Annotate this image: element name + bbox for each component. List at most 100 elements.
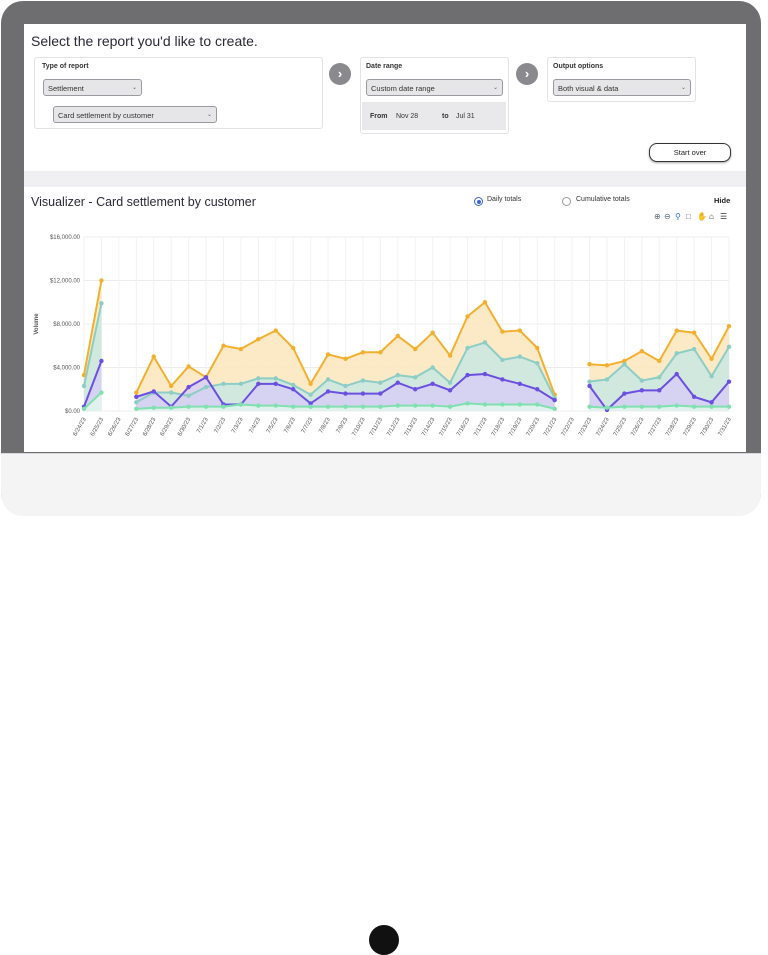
- data-point: [674, 371, 679, 377]
- x-tick-label: 7/1/23: [196, 416, 210, 434]
- report-subtype-select[interactable]: Card settlement by customer ⌄: [53, 106, 217, 123]
- series-line: [83, 280, 103, 376]
- series-line: [83, 303, 103, 387]
- from-date-input[interactable]: Nov 28: [396, 113, 419, 120]
- pan-icon[interactable]: ✋: [697, 212, 707, 221]
- data-point: [256, 381, 261, 387]
- data-point: [343, 391, 348, 396]
- x-tick-label: 6/29/23: [160, 416, 176, 437]
- data-point: [256, 376, 261, 381]
- data-point: [273, 328, 278, 333]
- data-point: [151, 389, 156, 394]
- chevron-down-icon: ⌄: [131, 85, 137, 91]
- x-tick-label: 6/28/23: [142, 416, 158, 437]
- x-tick-label: 7/4/23: [249, 416, 263, 434]
- data-point: [221, 404, 226, 409]
- data-point: [99, 390, 104, 395]
- data-point: [238, 346, 244, 352]
- data-point: [378, 404, 383, 409]
- data-point: [413, 375, 418, 380]
- date-range-value: Custom date range: [371, 84, 435, 93]
- data-point: [447, 380, 453, 385]
- series-line: [83, 391, 103, 410]
- x-tick-label: 7/16/23: [456, 416, 472, 437]
- x-tick-label: 7/27/23: [648, 416, 664, 437]
- to-date-input[interactable]: Jul 31: [456, 113, 475, 120]
- x-tick-label: 7/11/23: [369, 416, 384, 437]
- data-point: [168, 390, 174, 395]
- data-point: [535, 360, 540, 366]
- series-line: [83, 360, 103, 408]
- data-point: [186, 384, 191, 390]
- date-range-select[interactable]: Custom date range ⌄: [366, 79, 503, 96]
- selection-icon[interactable]: □: [686, 212, 691, 221]
- report-type-select[interactable]: Settlement ⌄: [43, 79, 142, 96]
- home-icon[interactable]: ⌂: [709, 212, 714, 221]
- data-point: [325, 404, 331, 409]
- data-point: [726, 379, 732, 384]
- data-point: [221, 381, 226, 387]
- menu-icon[interactable]: ☰: [720, 212, 728, 221]
- data-point: [413, 403, 418, 408]
- data-point: [430, 403, 435, 408]
- data-point: [447, 404, 453, 409]
- data-point: [81, 406, 87, 412]
- data-point: [81, 383, 87, 389]
- data-point: [395, 380, 400, 385]
- home-button[interactable]: [369, 925, 399, 955]
- data-point: [552, 397, 557, 403]
- data-point: [203, 404, 209, 409]
- data-point: [343, 356, 348, 361]
- x-tick-label: 7/8/23: [318, 416, 332, 434]
- data-point: [256, 403, 261, 408]
- hide-chart-button[interactable]: Hide: [714, 196, 731, 205]
- daily-totals-radio[interactable]: [474, 197, 483, 206]
- data-point: [500, 402, 505, 407]
- output-options-select[interactable]: Both visual & data ⌄: [553, 79, 691, 96]
- device-bezel: [1, 453, 761, 955]
- data-point: [639, 388, 645, 393]
- report-type-panel: Type of report Settlement ⌄ Card settlem…: [34, 57, 323, 129]
- data-point: [186, 393, 191, 398]
- data-point: [308, 381, 313, 387]
- data-point: [535, 387, 540, 392]
- data-point: [709, 356, 714, 361]
- data-point: [587, 379, 592, 384]
- magnifier-icon[interactable]: ⚲: [675, 212, 681, 221]
- data-point: [395, 372, 400, 378]
- data-point: [465, 345, 470, 351]
- from-label: From: [370, 113, 388, 120]
- chart-toolbar: ⊕ ⊖ ⚲ □ ✋ ⌂ ☰: [654, 212, 734, 222]
- x-tick-label: 7/12/23: [386, 416, 402, 437]
- next-step-icon: ›: [516, 63, 538, 85]
- x-tick-label: 7/10/23: [351, 416, 367, 437]
- zoom-in-icon[interactable]: ⊕: [654, 212, 661, 221]
- data-point: [413, 387, 418, 392]
- data-point: [639, 378, 645, 383]
- data-point: [99, 301, 104, 306]
- data-point: [517, 328, 523, 333]
- y-tick-label: $8,000.00: [53, 322, 80, 328]
- report-type-value: Settlement: [48, 84, 84, 93]
- cumulative-totals-radio[interactable]: [562, 197, 571, 206]
- data-point: [151, 405, 156, 410]
- zoom-out-icon[interactable]: ⊖: [664, 212, 671, 221]
- data-point: [378, 391, 383, 396]
- data-point: [168, 405, 174, 410]
- data-point: [517, 402, 523, 407]
- data-point: [674, 403, 679, 408]
- x-tick-label: 6/27/23: [125, 416, 141, 437]
- x-tick-label: 7/5/23: [266, 416, 280, 434]
- data-point: [604, 363, 610, 368]
- start-over-button[interactable]: Start over: [649, 143, 731, 162]
- data-point: [430, 365, 435, 370]
- data-point: [657, 388, 662, 393]
- data-point: [134, 400, 139, 405]
- data-point: [395, 333, 400, 339]
- data-point: [691, 346, 697, 352]
- data-point: [709, 374, 714, 379]
- x-tick-label: 7/20/23: [526, 416, 542, 437]
- chevron-down-icon: ⌄: [206, 112, 212, 118]
- data-point: [587, 362, 592, 367]
- chevron-down-icon: ⌄: [492, 85, 498, 91]
